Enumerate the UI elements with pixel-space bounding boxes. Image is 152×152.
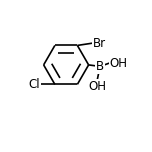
Text: Br: Br bbox=[93, 37, 106, 50]
Text: OH: OH bbox=[88, 80, 106, 93]
Text: Cl: Cl bbox=[28, 78, 40, 91]
Text: B: B bbox=[96, 60, 104, 73]
Text: OH: OH bbox=[110, 57, 128, 70]
